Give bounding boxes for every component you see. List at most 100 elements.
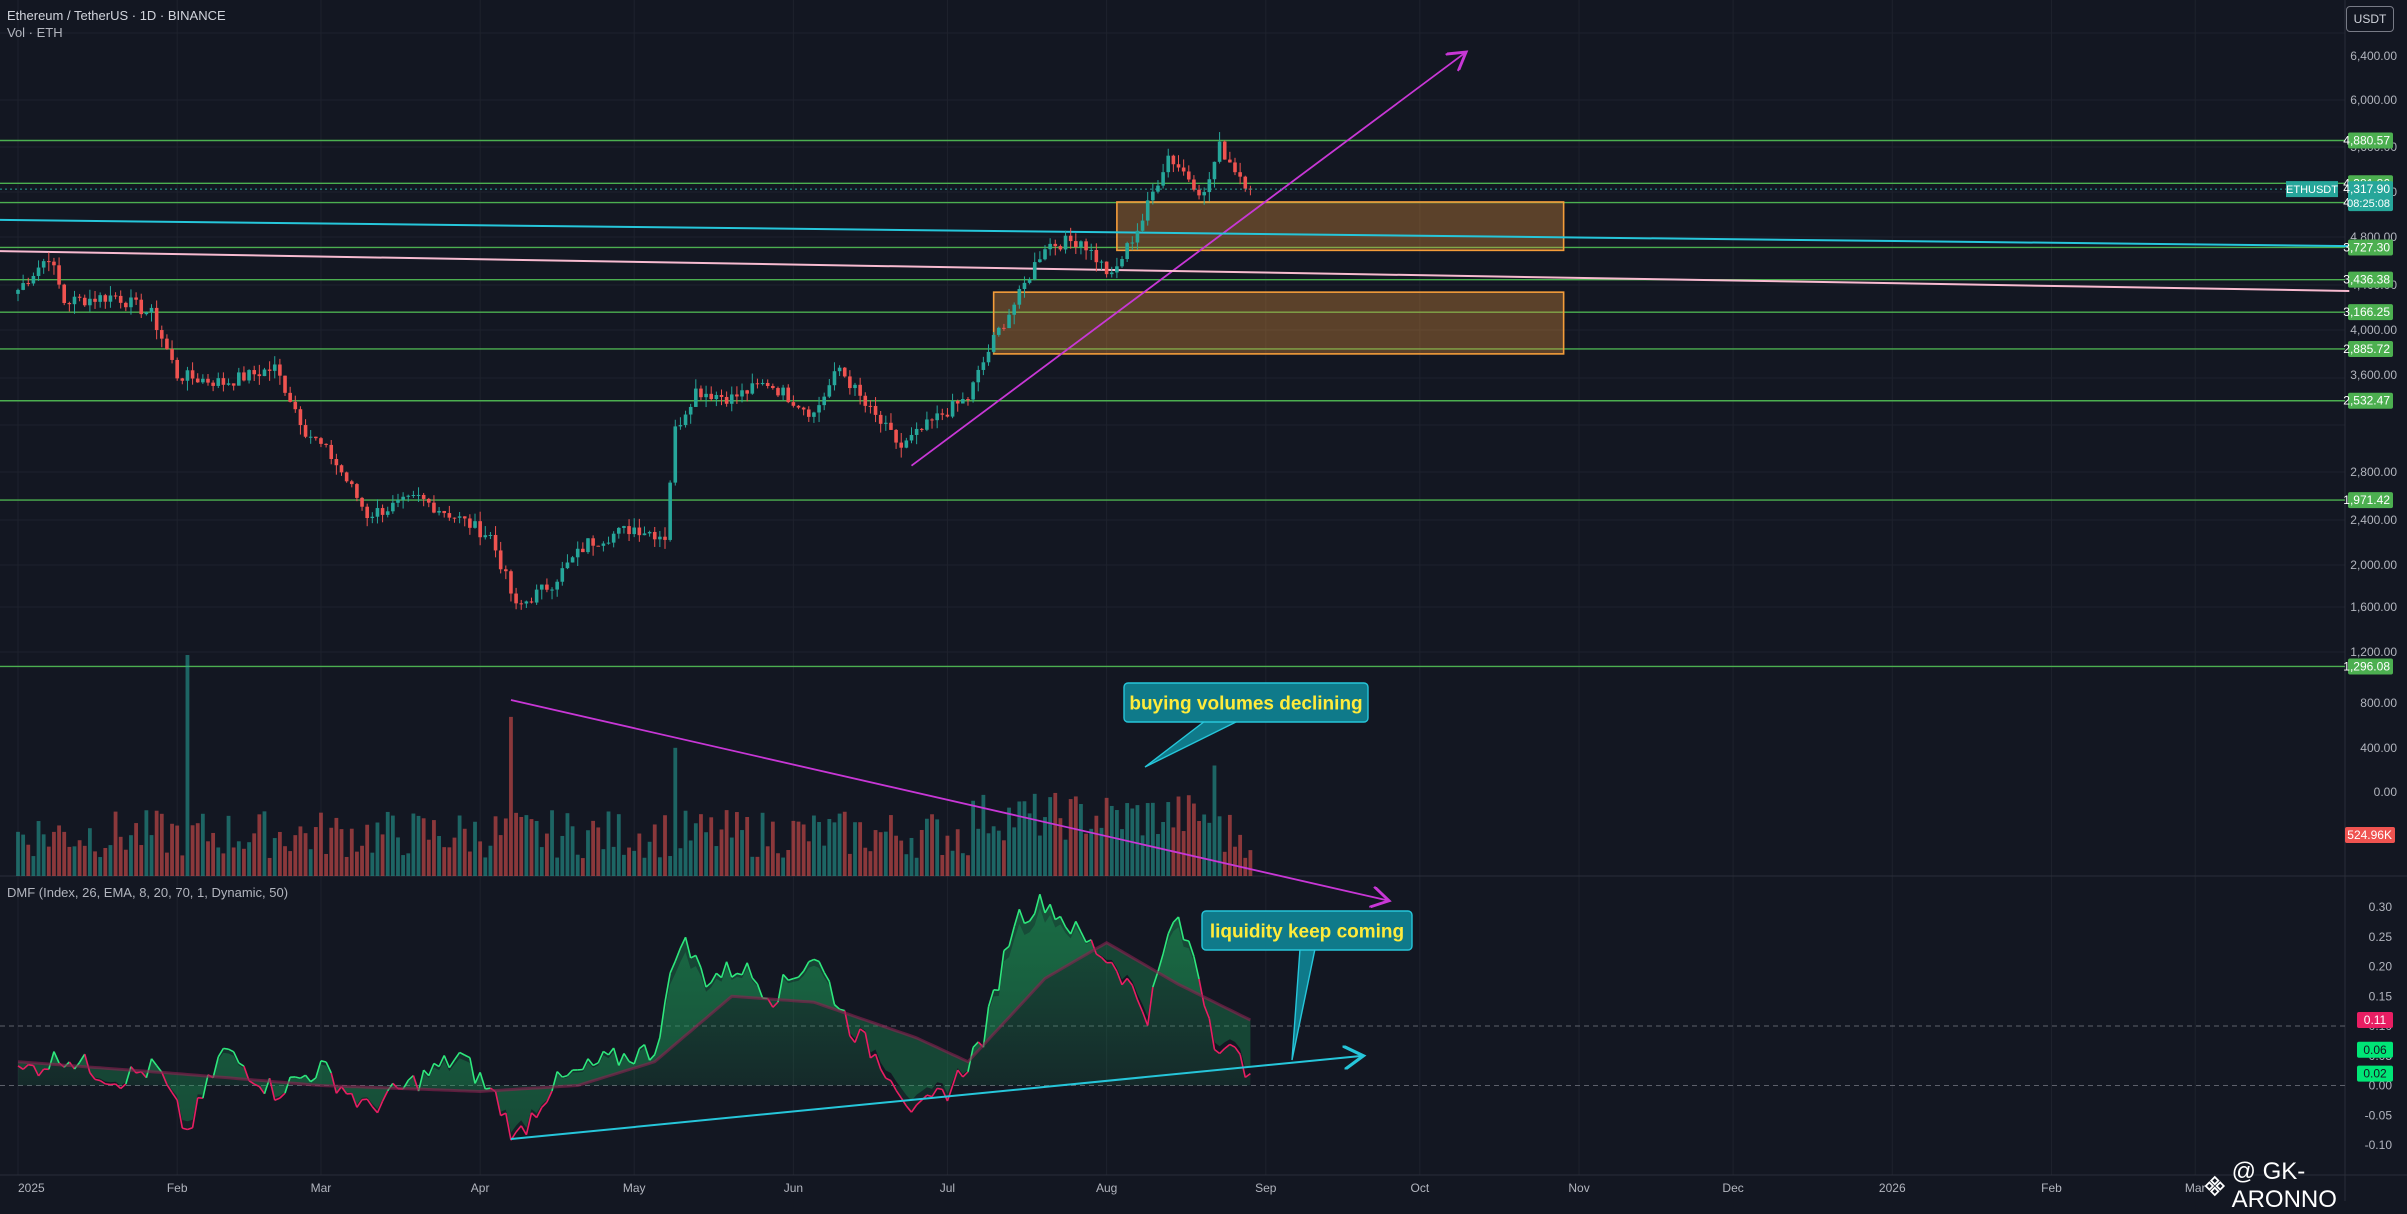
dmf-line-segment: [485, 1088, 490, 1089]
volume-bar: [904, 854, 908, 876]
volume-bar: [530, 819, 534, 876]
volume-bar: [858, 822, 862, 876]
volume-bar: [797, 822, 801, 876]
volume-bar: [817, 822, 821, 876]
volume-bar: [504, 818, 508, 876]
candle-body: [1125, 243, 1129, 259]
candle-body: [186, 370, 190, 380]
volume-bar: [47, 847, 51, 876]
volume-bar: [745, 817, 749, 876]
volume-bar: [668, 856, 672, 876]
volume-bar: [848, 854, 852, 876]
volume-bar: [699, 814, 703, 876]
volume-bar: [16, 832, 20, 876]
candle-body: [129, 297, 133, 307]
candle-body: [222, 378, 226, 385]
time-tick-label: 2026: [1879, 1181, 1906, 1195]
symbol-tag: ETHUSDT: [2286, 184, 2338, 196]
candle-body: [62, 285, 66, 303]
candle-body: [288, 393, 292, 402]
candle-body: [684, 415, 688, 426]
candle-body: [258, 374, 262, 376]
candle-body: [514, 594, 518, 604]
candle-body: [992, 335, 996, 352]
candle-body: [1243, 177, 1247, 189]
volume-bar: [304, 833, 308, 876]
candle-body: [1023, 283, 1027, 289]
volume-bar: [370, 853, 374, 876]
candle-body: [930, 419, 934, 420]
candle-body: [997, 328, 1001, 335]
candle-body: [648, 532, 652, 533]
candle-body: [1166, 156, 1170, 172]
volume-bar: [458, 815, 462, 876]
volume-bar: [396, 837, 400, 876]
volume-bar: [1033, 794, 1037, 876]
volume-bar: [961, 853, 965, 876]
candle-body: [216, 378, 220, 386]
volume-bar: [1028, 813, 1032, 876]
level-label: 3,166.25: [2343, 305, 2390, 319]
volume-bar: [170, 824, 174, 876]
volume-bar: [576, 855, 580, 876]
currency-button[interactable]: USDT: [2346, 6, 2394, 32]
candle-body: [350, 481, 354, 484]
volume-bar: [807, 841, 811, 876]
candle-body: [586, 538, 590, 552]
volume-bar: [679, 848, 683, 876]
volume-bar: [201, 814, 205, 876]
candle-body: [863, 396, 867, 406]
volume-bar: [180, 855, 184, 876]
volume-bar: [216, 847, 220, 876]
candle-body: [658, 537, 662, 540]
volume-bar: [1218, 816, 1222, 876]
volume-bar: [1192, 804, 1196, 876]
volume-bar: [596, 827, 600, 876]
volume-bar: [586, 830, 590, 876]
candle-body: [987, 352, 991, 362]
candle-body: [227, 383, 231, 384]
volume-bar: [879, 832, 883, 876]
volume-bar: [1084, 834, 1088, 876]
volume-bar: [535, 821, 539, 876]
volume-bar: [160, 814, 164, 876]
candle-body: [899, 443, 903, 448]
candle-body: [889, 423, 893, 430]
dmf-last-label: 0.11: [2364, 1013, 2387, 1027]
volume-bar: [1094, 816, 1098, 876]
candle-body: [1115, 266, 1119, 272]
volume-bar: [319, 813, 323, 876]
candle-body: [946, 415, 950, 417]
dmf-line-segment: [223, 1048, 228, 1049]
candle-body: [196, 379, 200, 383]
volume-bar: [766, 846, 770, 876]
candle-body: [632, 528, 636, 535]
volume-bar: [735, 812, 739, 876]
volume-bar: [612, 847, 616, 876]
volume-bar: [463, 829, 467, 876]
price-tick-label: 3,600.00: [2350, 368, 2397, 382]
current-price-label: 4,317.90: [2343, 182, 2390, 196]
candle-body: [494, 535, 498, 550]
candle-body: [1213, 162, 1217, 179]
volume-bar: [129, 835, 133, 876]
volume-bar: [684, 811, 688, 876]
candle-body: [638, 528, 642, 536]
volume-bar: [1089, 829, 1093, 876]
time-tick-label: Sep: [1255, 1181, 1277, 1195]
candle-body: [340, 465, 344, 472]
candle-body: [807, 409, 811, 416]
volume-bar: [607, 811, 611, 876]
candle-body: [437, 511, 441, 513]
volume-bar: [288, 851, 292, 876]
volume-bar: [1002, 840, 1006, 876]
candle-body: [879, 415, 883, 424]
demand-zone: [994, 292, 1564, 354]
candle-body: [299, 409, 303, 425]
volume-bar: [1146, 803, 1150, 876]
volume-bar: [57, 825, 61, 876]
dmf-tick-label: -0.10: [2365, 1138, 2393, 1152]
volume-bar: [874, 830, 878, 876]
candle-body: [519, 603, 523, 604]
